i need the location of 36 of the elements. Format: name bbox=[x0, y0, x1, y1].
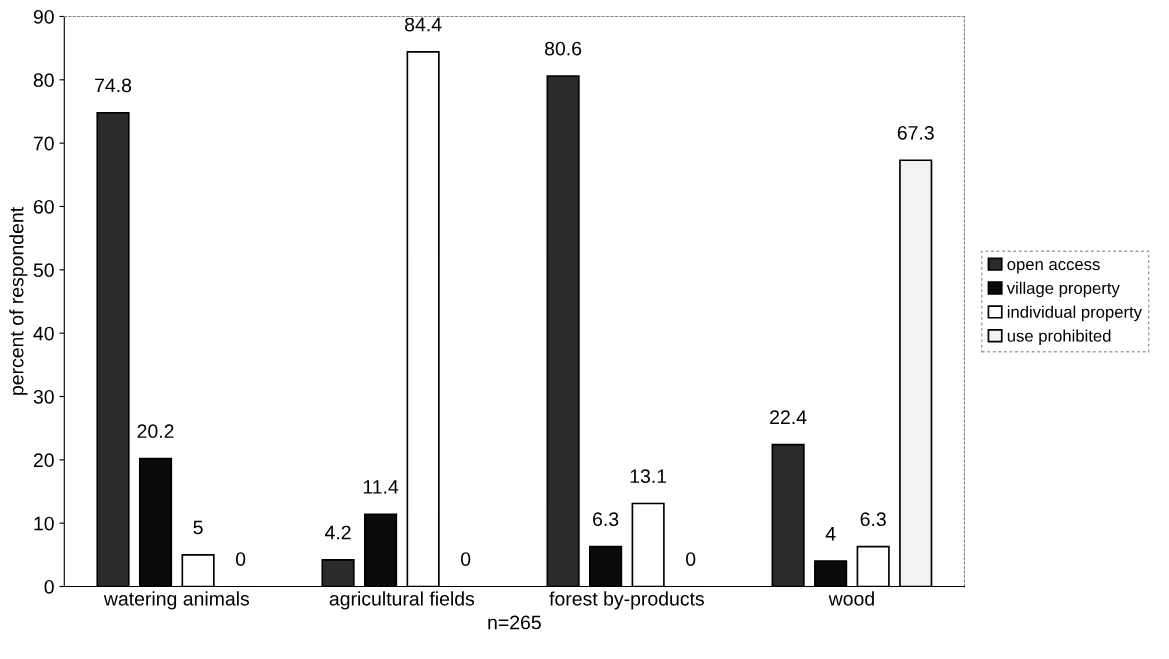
x-axis-title: n=265 bbox=[488, 615, 541, 630]
data-label: 0 bbox=[235, 552, 246, 566]
data-label: 84.4 bbox=[405, 17, 442, 32]
data-label: 20.2 bbox=[137, 424, 174, 439]
y-tick-label: 60 bbox=[33, 199, 54, 214]
data-label: 80.6 bbox=[545, 41, 582, 56]
data-label: 5 bbox=[193, 520, 203, 535]
data-label: 6.3 bbox=[860, 512, 886, 527]
y-tick-label: 20 bbox=[33, 453, 54, 468]
y-tick-label: 0 bbox=[44, 579, 54, 594]
x-tick-label: agricultural fields bbox=[329, 591, 475, 610]
data-label: 74.8 bbox=[95, 78, 132, 93]
data-label: 4 bbox=[825, 527, 836, 541]
y-tick-label: 90 bbox=[33, 9, 54, 24]
data-label: 4.2 bbox=[324, 525, 351, 540]
y-tick-label: 10 bbox=[34, 516, 54, 531]
data-label: 6.3 bbox=[593, 512, 619, 527]
data-label: 11.4 bbox=[363, 480, 399, 494]
y-tick-label: 70 bbox=[33, 136, 54, 151]
data-label: 0 bbox=[686, 552, 696, 566]
legend-label: village property bbox=[1006, 281, 1120, 298]
y-tick-label: 40 bbox=[33, 326, 54, 341]
data-label: 0 bbox=[460, 552, 471, 566]
y-axis-title: percent of respondent bbox=[9, 207, 28, 395]
data-label: 13.1 bbox=[630, 469, 667, 484]
x-tick-label: wood bbox=[828, 591, 874, 606]
data-label: 22.4 bbox=[770, 410, 807, 424]
y-tick-label: 50 bbox=[33, 263, 54, 278]
legend-label: use prohibited bbox=[1007, 329, 1111, 346]
legend-label: open access bbox=[1007, 261, 1100, 274]
data-label: 67.3 bbox=[897, 125, 934, 140]
legend-label: individual property bbox=[1007, 305, 1142, 322]
x-tick-label: forest by-products bbox=[549, 591, 704, 610]
y-tick-label: 80 bbox=[33, 73, 54, 88]
x-tick-label: watering animals bbox=[103, 591, 250, 610]
y-tick-label: 30 bbox=[33, 389, 54, 404]
